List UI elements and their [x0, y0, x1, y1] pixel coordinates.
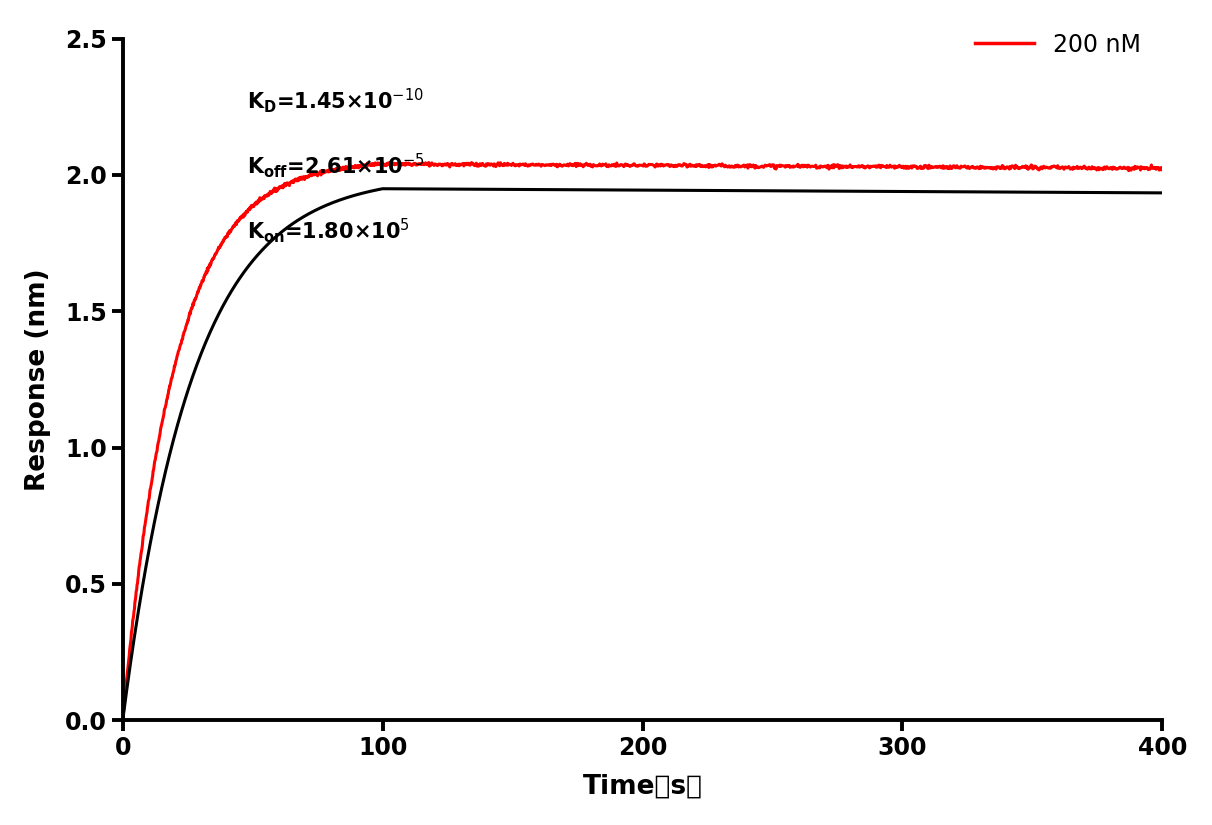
Text: K$_\mathregular{on}$=1.80×10$^{5}$: K$_\mathregular{on}$=1.80×10$^{5}$	[247, 216, 411, 244]
Text: K$_\mathregular{D}$=1.45×10$^{-10}$: K$_\mathregular{D}$=1.45×10$^{-10}$	[247, 87, 424, 116]
X-axis label: Time（s）: Time（s）	[583, 774, 703, 800]
Text: K$_\mathregular{off}$=2.61×10$^{-5}$: K$_\mathregular{off}$=2.61×10$^{-5}$	[247, 151, 425, 180]
Legend: 200 nM: 200 nM	[966, 23, 1150, 66]
Y-axis label: Response (nm): Response (nm)	[25, 268, 51, 491]
